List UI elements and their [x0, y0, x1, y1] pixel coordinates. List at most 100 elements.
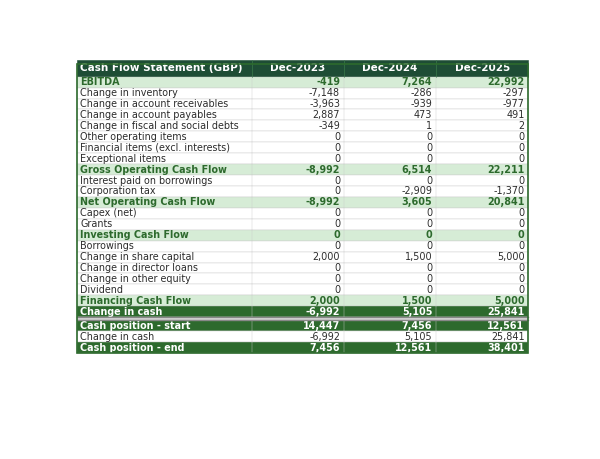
Bar: [77, 197, 529, 208]
Text: 0: 0: [426, 274, 432, 284]
Text: 0: 0: [334, 208, 340, 218]
Text: -977: -977: [503, 99, 524, 109]
Bar: [77, 285, 529, 295]
Text: -1,370: -1,370: [493, 186, 524, 196]
Bar: [77, 109, 529, 120]
Text: 5,105: 5,105: [404, 332, 432, 341]
Text: -2,909: -2,909: [401, 186, 432, 196]
Text: Dividend: Dividend: [80, 285, 124, 295]
Text: 7,264: 7,264: [401, 77, 432, 87]
Text: 0: 0: [334, 241, 340, 251]
Text: Gross Operating Cash Flow: Gross Operating Cash Flow: [80, 165, 227, 174]
Text: 0: 0: [334, 143, 340, 153]
Text: 0: 0: [518, 143, 524, 153]
Text: 25,841: 25,841: [487, 307, 524, 317]
Bar: [77, 342, 529, 353]
Text: 14,447: 14,447: [303, 321, 340, 331]
Text: Dec-2024: Dec-2024: [362, 63, 418, 73]
Text: 0: 0: [426, 154, 432, 164]
Bar: [77, 99, 529, 109]
Text: 22,211: 22,211: [487, 165, 524, 174]
Text: 0: 0: [518, 154, 524, 164]
Text: -6,992: -6,992: [305, 307, 340, 317]
Text: 0: 0: [518, 230, 524, 240]
Text: 1,500: 1,500: [402, 296, 432, 306]
Bar: [77, 164, 529, 175]
Bar: [77, 320, 529, 331]
Text: 0: 0: [425, 230, 432, 240]
Text: 20,841: 20,841: [487, 197, 524, 207]
Text: Dec-2023: Dec-2023: [270, 63, 325, 73]
Text: Change in inventory: Change in inventory: [80, 88, 178, 98]
Text: 0: 0: [518, 263, 524, 273]
Bar: [77, 295, 529, 306]
Text: 0: 0: [334, 274, 340, 284]
Text: Cash position - start: Cash position - start: [80, 321, 191, 331]
Bar: [77, 120, 529, 131]
Text: Borrowings: Borrowings: [80, 241, 134, 251]
Text: Grants: Grants: [80, 219, 113, 229]
Text: Corporation tax: Corporation tax: [80, 186, 156, 196]
Text: Dec-2025: Dec-2025: [455, 63, 510, 73]
Text: 12,561: 12,561: [395, 342, 432, 353]
Text: 22,992: 22,992: [487, 77, 524, 87]
Bar: [77, 131, 529, 142]
Text: 0: 0: [334, 154, 340, 164]
Text: Other operating items: Other operating items: [80, 132, 187, 142]
Text: 3,605: 3,605: [401, 197, 432, 207]
Text: 0: 0: [334, 132, 340, 142]
Text: -7,148: -7,148: [309, 88, 340, 98]
Text: Exceptional items: Exceptional items: [80, 154, 166, 164]
Bar: [77, 219, 529, 230]
Text: 0: 0: [334, 285, 340, 295]
Text: 0: 0: [426, 132, 432, 142]
Text: 0: 0: [518, 132, 524, 142]
Bar: [77, 263, 529, 274]
Bar: [77, 60, 529, 77]
Text: -419: -419: [316, 77, 340, 87]
Text: Cash Flow Statement (GBP): Cash Flow Statement (GBP): [80, 63, 243, 73]
Text: 1,500: 1,500: [404, 252, 432, 262]
Text: 0: 0: [426, 219, 432, 229]
Bar: [77, 331, 529, 342]
Text: Change in other equity: Change in other equity: [80, 274, 191, 284]
Bar: [77, 142, 529, 153]
Text: 0: 0: [518, 285, 524, 295]
Text: Net Operating Cash Flow: Net Operating Cash Flow: [80, 197, 215, 207]
Text: 2,000: 2,000: [313, 252, 340, 262]
Text: -297: -297: [503, 88, 524, 98]
Text: 5,105: 5,105: [402, 307, 432, 317]
Text: 0: 0: [426, 143, 432, 153]
Text: -8,992: -8,992: [305, 165, 340, 174]
Text: EBITDA: EBITDA: [80, 77, 120, 87]
Text: 0: 0: [518, 175, 524, 185]
Text: 0: 0: [426, 208, 432, 218]
Text: 0: 0: [518, 208, 524, 218]
Bar: [77, 274, 529, 285]
Text: Change in cash: Change in cash: [80, 307, 163, 317]
Text: 6,514: 6,514: [402, 165, 432, 174]
Text: 2,887: 2,887: [313, 110, 340, 120]
Bar: [77, 77, 529, 88]
Text: 25,841: 25,841: [491, 332, 524, 341]
Text: Change in share capital: Change in share capital: [80, 252, 194, 262]
Text: -6,992: -6,992: [309, 332, 340, 341]
Text: 0: 0: [426, 263, 432, 273]
Text: Financing Cash Flow: Financing Cash Flow: [80, 296, 191, 306]
Bar: [77, 175, 529, 186]
Text: 0: 0: [518, 241, 524, 251]
Text: 38,401: 38,401: [487, 342, 524, 353]
Bar: [77, 153, 529, 164]
Text: 1: 1: [426, 121, 432, 131]
Text: 0: 0: [426, 285, 432, 295]
Text: Change in director loans: Change in director loans: [80, 263, 199, 273]
Bar: [77, 208, 529, 219]
Text: 0: 0: [426, 241, 432, 251]
Text: 2,000: 2,000: [310, 296, 340, 306]
Text: 0: 0: [518, 274, 524, 284]
Text: Change in account receivables: Change in account receivables: [80, 99, 229, 109]
Bar: [77, 230, 529, 241]
Text: Change in cash: Change in cash: [80, 332, 155, 341]
Text: 0: 0: [334, 186, 340, 196]
Bar: [77, 241, 529, 252]
